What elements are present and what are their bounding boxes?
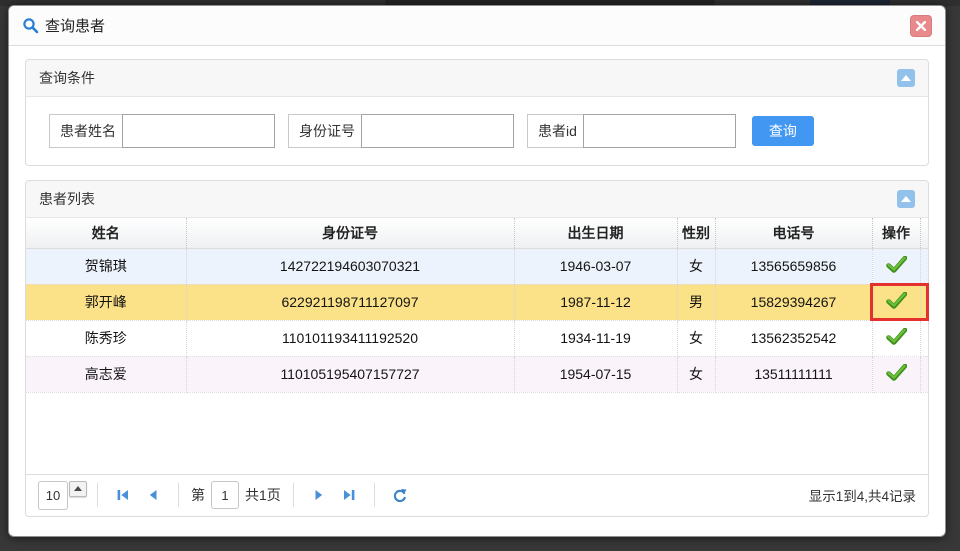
column-header-name[interactable]: 姓名 (26, 218, 187, 249)
prev-page-icon (149, 490, 157, 500)
pager-status: 显示1到4,共4记录 (808, 489, 916, 504)
cell-id-number[interactable]: 110101193411192520 (186, 320, 515, 357)
dialog-title-bar: 查询患者 (9, 6, 945, 46)
collapse-list-panel-button[interactable] (897, 190, 915, 208)
chevron-up-icon (901, 195, 911, 202)
collapse-query-panel-button[interactable] (897, 69, 915, 87)
column-header-birth-date[interactable]: 出生日期 (514, 218, 678, 249)
pager-divider (97, 483, 98, 507)
cell-gender[interactable]: 女 (677, 356, 716, 393)
page-label-total: 共1页 (245, 487, 281, 503)
select-patient-button[interactable] (872, 356, 921, 393)
cell-name[interactable]: 贺锦琪 (26, 248, 187, 285)
cell-name[interactable]: 陈秀珍 (26, 320, 187, 357)
cell-gender[interactable]: 女 (677, 248, 716, 285)
pager-bar: 10 第 (26, 473, 928, 516)
cell-spacer (920, 356, 928, 393)
check-icon (885, 363, 907, 381)
page-size-spinner-button[interactable] (69, 480, 87, 497)
cell-id-number[interactable]: 622921198711127097 (186, 284, 515, 321)
cell-name[interactable]: 高志爱 (26, 356, 187, 393)
table-row-selected: 郭开峰 622921198711127097 1987-11-12 男 1582… (26, 282, 929, 321)
next-page-button[interactable] (307, 483, 331, 507)
cell-birth-date[interactable]: 1946-03-07 (514, 248, 678, 285)
query-patient-dialog: 查询患者 查询条件 患者姓名 身份证号 (8, 5, 946, 537)
last-page-icon (343, 490, 355, 500)
column-header-action[interactable]: 操作 (872, 218, 921, 249)
dialog-title: 查询患者 (45, 18, 106, 35)
query-panel-header: 查询条件 (26, 60, 928, 97)
check-icon (885, 291, 907, 309)
refresh-icon (394, 488, 407, 502)
close-button[interactable] (910, 14, 932, 37)
background-tab (385, 0, 715, 5)
table-row: 高志爱 110105195407157727 1954-07-15 女 1351… (26, 356, 928, 393)
prev-page-button[interactable] (141, 483, 165, 507)
last-page-button[interactable] (337, 483, 361, 507)
close-icon (916, 20, 926, 31)
patient-id-input[interactable] (582, 114, 736, 148)
cell-name[interactable]: 郭开峰 (26, 284, 187, 321)
check-icon (885, 327, 907, 345)
page-number-input[interactable] (211, 481, 239, 509)
cell-phone[interactable]: 13511111111 (715, 356, 873, 393)
page-size-control: 10 (38, 480, 87, 510)
cell-spacer (920, 248, 928, 285)
list-panel-header: 患者列表 (26, 181, 928, 218)
page-size-value[interactable]: 10 (38, 480, 68, 510)
table-header-row: 姓名 身份证号 出生日期 性别 电话号 操作 (26, 218, 928, 249)
search-button[interactable]: 查询 (751, 116, 814, 146)
column-header-gender[interactable]: 性别 (677, 218, 716, 249)
list-panel-title: 患者列表 (39, 191, 95, 207)
id-card-field-group: 身份证号 (288, 114, 514, 148)
column-header-id-number[interactable]: 身份证号 (186, 218, 515, 249)
select-patient-button[interactable] (872, 248, 921, 285)
id-card-input[interactable] (361, 114, 514, 148)
select-patient-button[interactable] (869, 282, 929, 321)
cell-birth-date[interactable]: 1954-07-15 (514, 356, 678, 393)
refresh-button[interactable] (388, 483, 412, 507)
cell-gender[interactable]: 女 (677, 320, 716, 357)
cell-id-number[interactable]: 142722194603070321 (186, 248, 515, 285)
patient-name-label: 患者姓名 (60, 123, 116, 139)
query-panel-body: 患者姓名 身份证号 患者id 查询 (26, 97, 928, 165)
cell-phone[interactable]: 15829394267 (715, 284, 873, 321)
query-conditions-panel: 查询条件 患者姓名 身份证号 患者id 查询 (25, 59, 929, 166)
page-label-prefix: 第 (191, 487, 205, 503)
search-icon (22, 17, 39, 34)
first-page-button[interactable] (111, 483, 135, 507)
cell-phone[interactable]: 13565659856 (715, 248, 873, 285)
chevron-up-icon (901, 74, 911, 81)
first-page-icon (117, 490, 128, 500)
dialog-content: 查询条件 患者姓名 身份证号 患者id 查询 (9, 46, 945, 517)
id-card-label: 身份证号 (299, 123, 355, 139)
patient-name-field-group: 患者姓名 (49, 114, 275, 148)
cell-phone[interactable]: 13562352542 (715, 320, 873, 357)
cell-id-number[interactable]: 110105195407157727 (186, 356, 515, 393)
table-row: 陈秀珍 110101193411192520 1934-11-19 女 1356… (26, 320, 928, 357)
cell-birth-date[interactable]: 1934-11-19 (514, 320, 678, 357)
background-tab (810, 0, 890, 5)
check-icon (885, 255, 907, 273)
cell-spacer (920, 320, 928, 357)
patient-id-field-group: 患者id (527, 114, 736, 148)
column-header-spacer (920, 218, 928, 249)
table-row: 贺锦琪 142722194603070321 1946-03-07 女 1356… (26, 248, 928, 285)
cell-birth-date[interactable]: 1987-11-12 (514, 284, 678, 321)
pager-divider (373, 483, 375, 507)
cell-gender[interactable]: 男 (677, 284, 716, 321)
select-patient-button[interactable] (872, 320, 921, 357)
cell-spacer (920, 284, 928, 321)
patient-name-input[interactable] (122, 114, 275, 148)
patients-table: 姓名 身份证号 出生日期 性别 电话号 操作 贺锦琪 1427221946030… (26, 218, 929, 393)
column-header-phone[interactable]: 电话号 (715, 218, 873, 249)
next-page-icon (315, 490, 322, 500)
query-panel-title: 查询条件 (39, 70, 95, 86)
spinner-up-icon (74, 486, 82, 491)
pager-divider (292, 483, 294, 507)
table-empty-space (26, 392, 928, 474)
patient-id-label: 患者id (538, 123, 577, 139)
patient-list-panel: 患者列表 姓名 身份证号 出生日期 性别 电话号 (25, 180, 929, 517)
pager-divider (178, 483, 179, 507)
